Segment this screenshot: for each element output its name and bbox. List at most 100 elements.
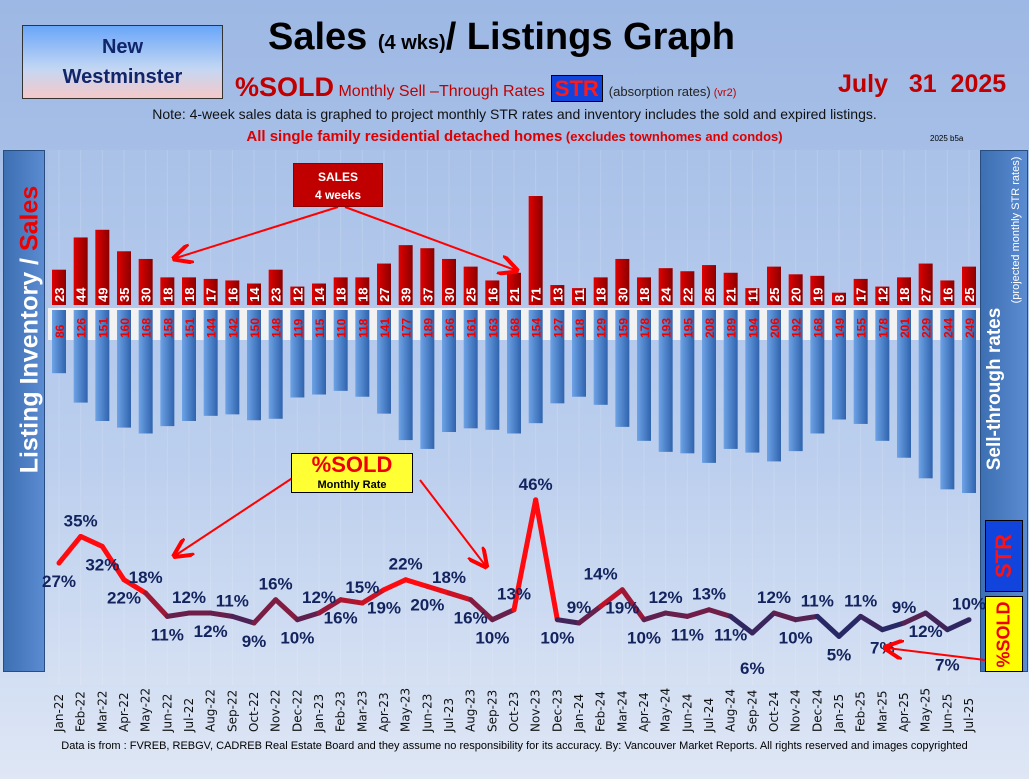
- inventory-label: 201: [898, 318, 912, 338]
- inventory-label: 158: [161, 318, 175, 338]
- sold-arrow-left: [176, 472, 301, 555]
- inventory-bar: [507, 310, 521, 434]
- sales-bar: [832, 292, 846, 305]
- sold-rate-line-segment: [294, 610, 322, 623]
- percent-label: 10%: [627, 629, 661, 648]
- inventory-label: 150: [248, 318, 262, 338]
- sold-rate-line-segment: [598, 587, 625, 609]
- x-tick-label: Apr-25: [897, 692, 911, 732]
- inventory-label: 194: [746, 318, 760, 338]
- sold-rate-line-segment: [446, 590, 474, 603]
- percent-label: 10%: [540, 629, 574, 648]
- sales-bar: [723, 272, 738, 305]
- sold-rate-line-segment: [901, 610, 929, 626]
- sales-bar: [528, 196, 543, 305]
- inventory-bar: [420, 310, 435, 449]
- sold-rate-line-segment: [771, 610, 799, 623]
- percent-label: 11%: [714, 625, 747, 644]
- sub-sold: %SOLD: [235, 72, 335, 102]
- sold-rate-line-segment: [641, 610, 669, 623]
- sales-label: 25: [767, 288, 782, 302]
- sales-label: 26: [702, 288, 717, 302]
- percent-label: 10%: [475, 629, 509, 648]
- sales-label: 22: [680, 288, 695, 302]
- sales-label: 23: [52, 288, 67, 302]
- sales-bar: [918, 263, 933, 305]
- x-tick-label: Jul-22: [182, 698, 196, 733]
- inventory-label: 168: [140, 318, 154, 338]
- inventory-bar: [442, 310, 456, 433]
- percent-label: 10%: [779, 629, 813, 648]
- inventory-bar: [247, 310, 261, 421]
- sales-bar: [52, 269, 66, 305]
- sales-bar: [73, 237, 88, 305]
- x-tick-label: Sep-22: [225, 690, 239, 732]
- sub-rates: Monthly Sell –Through Rates: [334, 83, 545, 100]
- inventory-bar: [528, 310, 543, 424]
- sales-label: 24: [659, 287, 674, 302]
- sold-rate-line-segment: [359, 587, 387, 606]
- sales-label: 23: [269, 288, 284, 302]
- inventory-bar: [745, 310, 760, 453]
- sales-label: 16: [940, 288, 955, 302]
- x-tick-label: Mar-23: [355, 691, 369, 732]
- sales-label: 12: [875, 288, 890, 302]
- inventory-label: 206: [768, 318, 782, 338]
- sales-label: 18: [897, 288, 912, 302]
- x-tick-label: Jun-22: [160, 694, 174, 733]
- inventory-bar: [463, 310, 478, 429]
- sold-badge-arrow: [887, 648, 986, 661]
- sales-label: 14: [312, 287, 327, 302]
- x-tick-label: Apr-23: [377, 692, 391, 732]
- sales-bar: [680, 271, 695, 305]
- inventory-bar: [182, 310, 196, 421]
- sales-bar: [702, 265, 716, 305]
- sold-badge: %SOLD: [985, 596, 1023, 672]
- inventory-bar: [918, 310, 933, 479]
- inventory-bar: [767, 310, 781, 462]
- percent-label: 20%: [410, 595, 444, 614]
- percent-label: 12%: [649, 588, 683, 607]
- inventory-bar: [550, 310, 565, 404]
- sales-annotation: SALES 4 weeks: [293, 163, 383, 207]
- sales-label: 25: [464, 288, 479, 302]
- sold-rate-line-segment: [381, 577, 409, 593]
- inventory-label: 163: [486, 318, 500, 338]
- x-tick-label: Dec-22: [290, 689, 304, 732]
- sales-bar: [507, 272, 521, 305]
- sales-label: 19: [810, 288, 825, 302]
- inventory-bar: [853, 310, 868, 424]
- sales-label: 30: [442, 288, 457, 302]
- sales-label: 18: [182, 288, 197, 302]
- sold-rate-line-segment: [728, 613, 755, 636]
- sold-rate-line-segment: [229, 613, 257, 626]
- sales-label: 17: [854, 288, 869, 302]
- percent-label: 11%: [801, 591, 834, 610]
- sales-bar: [268, 269, 283, 305]
- x-tick-label: Jan-24: [572, 694, 586, 733]
- sales-label: 12: [290, 288, 305, 302]
- x-tick-label: Jan-25: [832, 694, 846, 733]
- sales-label: 11: [745, 288, 760, 302]
- sold-rate-line-segment: [706, 607, 734, 619]
- inventory-label: 168: [811, 318, 825, 338]
- sales-label: 18: [637, 288, 652, 302]
- sold-rate-line-segment: [814, 613, 842, 639]
- percent-label: 16%: [259, 575, 293, 594]
- sales-bar: [355, 277, 370, 305]
- x-tick-label: Mar-25: [875, 691, 889, 732]
- sold-annotation: %SOLD Monthly Rate: [291, 453, 413, 493]
- inventory-label: 229: [920, 318, 934, 338]
- inventory-bar: [572, 310, 586, 397]
- sales-arrow-left: [176, 206, 339, 258]
- sold-rate-line-segment: [121, 577, 149, 596]
- inventory-label: 144: [205, 318, 219, 338]
- footer-disclaimer: Data is from : FVREB, REBGV, CADREB Real…: [61, 740, 968, 752]
- x-tick-label: Aug-23: [464, 689, 478, 732]
- inventory-label: 193: [660, 318, 674, 338]
- inventory-bar: [940, 310, 955, 490]
- inventory-label: 118: [356, 318, 370, 338]
- sales-bar: [442, 258, 456, 305]
- sales-label: 20: [789, 288, 804, 302]
- inventory-label: 160: [118, 318, 132, 338]
